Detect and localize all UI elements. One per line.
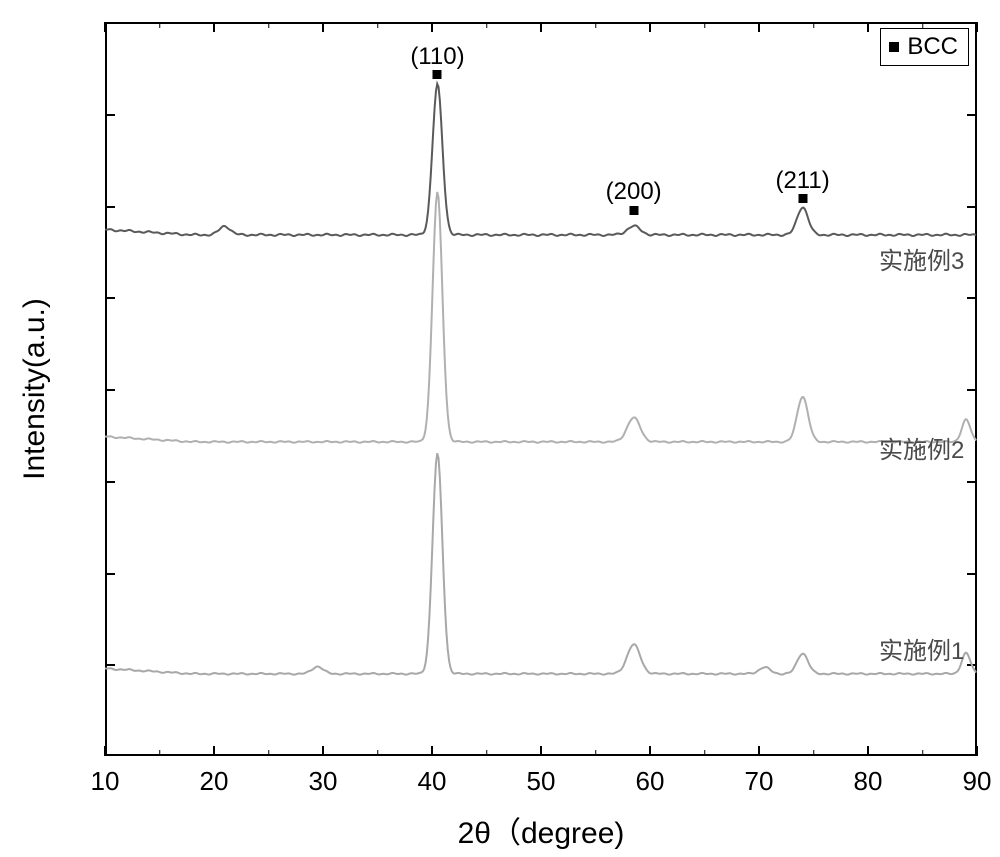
series-line [0,0,1000,857]
series-label: 实施例1 [879,631,964,666]
xrd-chart: Intensity(a.u.) 2θ（degree) BCC 102030405… [0,0,1000,857]
